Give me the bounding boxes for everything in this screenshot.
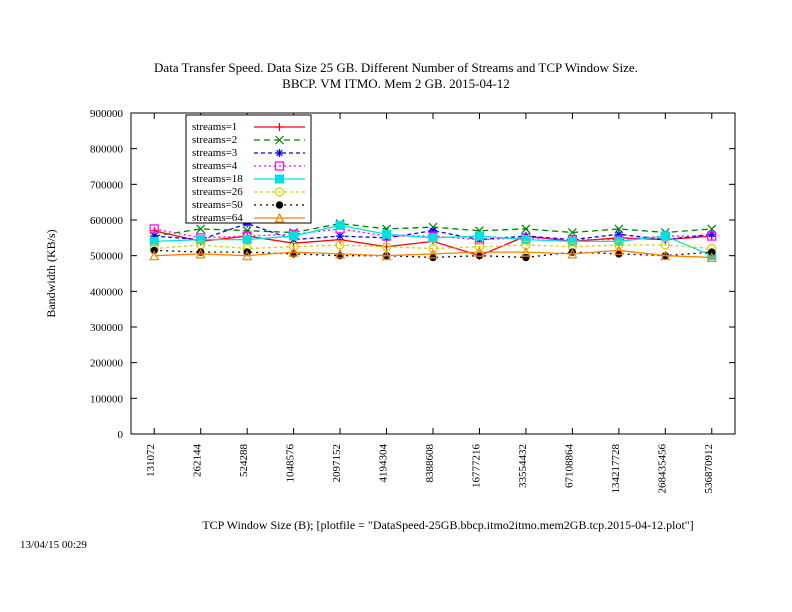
x-axis-label: TCP Window Size (B); [plotfile = "DataSp… bbox=[202, 518, 693, 532]
marker bbox=[243, 236, 251, 244]
legend-label: streams=2 bbox=[192, 134, 237, 146]
timestamp: 13/04/15 00:29 bbox=[20, 539, 87, 551]
ytick-label: 500000 bbox=[90, 251, 124, 263]
marker bbox=[523, 254, 529, 260]
marker bbox=[429, 234, 437, 242]
legend-label: streams=4 bbox=[192, 160, 238, 172]
xtick-label: 536870912 bbox=[703, 444, 715, 494]
xtick-label: 524288 bbox=[238, 444, 250, 478]
chart-title-line1: Data Transfer Speed. Data Size 25 GB. Di… bbox=[154, 60, 638, 75]
marker bbox=[276, 202, 282, 208]
ytick-label: 800000 bbox=[90, 144, 124, 156]
ytick-label: 900000 bbox=[90, 108, 124, 120]
xtick-label: 33554432 bbox=[517, 444, 529, 488]
xtick-label: 268435456 bbox=[656, 444, 668, 494]
chart-svg: Data Transfer Speed. Data Size 25 GB. Di… bbox=[0, 0, 792, 612]
legend-label: streams=1 bbox=[192, 121, 237, 133]
marker bbox=[276, 175, 284, 183]
chart-container: Data Transfer Speed. Data Size 25 GB. Di… bbox=[0, 0, 792, 612]
xtick-label: 8388608 bbox=[424, 444, 436, 483]
ytick-label: 0 bbox=[118, 429, 124, 441]
xtick-label: 16777216 bbox=[470, 444, 482, 489]
legend-label: streams=3 bbox=[192, 147, 238, 159]
xtick-label: 1048576 bbox=[285, 444, 297, 483]
ytick-label: 600000 bbox=[90, 215, 124, 227]
xtick-label: 67108864 bbox=[563, 444, 575, 489]
marker bbox=[383, 230, 391, 238]
ytick-label: 100000 bbox=[90, 393, 124, 405]
legend-label: streams=64 bbox=[192, 212, 243, 224]
xtick-label: 262144 bbox=[192, 444, 204, 478]
legend-label: streams=18 bbox=[192, 173, 243, 185]
legend-label: streams=26 bbox=[192, 186, 243, 198]
ytick-label: 400000 bbox=[90, 286, 124, 298]
legend-label: streams=50 bbox=[192, 199, 243, 211]
xtick-label: 131072 bbox=[145, 444, 157, 477]
marker bbox=[475, 232, 483, 240]
marker bbox=[290, 232, 298, 240]
xtick-label: 134217728 bbox=[610, 444, 622, 494]
marker bbox=[336, 221, 344, 229]
marker bbox=[661, 232, 669, 240]
y-axis-label: Bandwidth (KB/s) bbox=[44, 229, 58, 317]
ytick-label: 300000 bbox=[90, 322, 124, 334]
ytick-label: 200000 bbox=[90, 358, 124, 370]
ytick-label: 700000 bbox=[90, 179, 124, 191]
xtick-label: 2097152 bbox=[331, 444, 343, 483]
xtick-label: 4194304 bbox=[378, 444, 390, 483]
series-line bbox=[154, 245, 712, 249]
chart-title-line2: BBCP. VM ITMO. Mem 2 GB. 2015-04-12 bbox=[282, 76, 510, 91]
